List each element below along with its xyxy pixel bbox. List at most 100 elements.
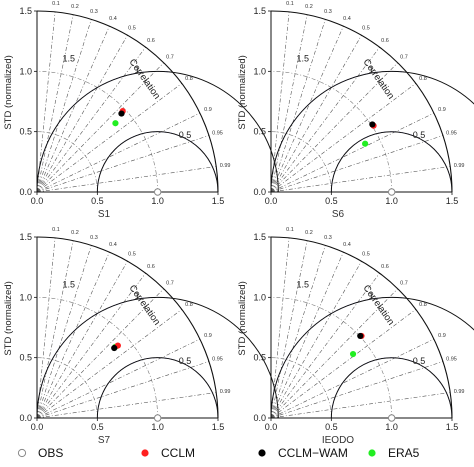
correlation-line — [270, 237, 290, 419]
correlation-tick-label: 0.6 — [381, 38, 389, 44]
correlation-line — [36, 35, 128, 193]
correlation-tick-label: 0.6 — [147, 264, 155, 270]
correlation-line — [36, 135, 210, 193]
x-tick-label: 1.0 — [385, 422, 398, 432]
arc-value-label: 0.5 — [413, 356, 426, 366]
y-tick-label: 1.0 — [253, 292, 266, 302]
correlation-line — [270, 112, 435, 193]
correlation-line — [270, 309, 416, 419]
y-tick-label: 0.0 — [253, 413, 266, 423]
data-point-era5 — [362, 140, 369, 147]
correlation-line — [270, 338, 435, 419]
correlation-line — [270, 135, 444, 193]
y-tick-label: 1.0 — [19, 66, 32, 76]
correlation-tick-label: 0.7 — [400, 280, 408, 286]
correlation-tick-label: 0.99 — [454, 163, 465, 169]
std-arc — [270, 357, 332, 419]
x-tick-label: 1.5 — [212, 196, 225, 206]
y-tick-label: 1.5 — [19, 232, 32, 242]
correlation-tick-label: 0.5 — [362, 25, 370, 31]
correlation-tick-label: 0.2 — [71, 230, 79, 236]
y-axis-label: STD (normalized) — [237, 55, 248, 129]
legend-label: OBS — [38, 446, 63, 460]
obs-reference-point — [387, 414, 396, 422]
y-tick-label: 0.0 — [19, 413, 32, 423]
correlation-tick-label: 0.5 — [128, 25, 136, 31]
x-tick-label: 0.0 — [265, 422, 278, 432]
y-axis-label: STD (normalized) — [3, 281, 14, 355]
correlation-tick-label: 0.4 — [343, 242, 351, 248]
std-arc — [270, 71, 392, 193]
arc-value-label: 1 — [135, 291, 140, 301]
correlation-line — [36, 25, 110, 193]
correlation-tick-label: 0.3 — [90, 9, 98, 15]
data-point-cclm-wam — [369, 121, 376, 128]
correlation-line — [270, 288, 398, 419]
correlation-line — [270, 19, 326, 193]
correlation-line — [270, 47, 380, 193]
x-tick-label: 1.0 — [385, 196, 398, 206]
rmsd-contour — [330, 131, 453, 193]
data-point-cclm-wam — [357, 332, 364, 340]
correlation-line — [270, 361, 444, 419]
correlation-tick-label: 0.8 — [419, 302, 427, 308]
correlation-tick-label: 0.9 — [204, 333, 212, 339]
correlation-tick-label: 0.1 — [52, 1, 60, 7]
arc-value-label: 0.5 — [179, 356, 192, 366]
rmsd-contour — [36, 71, 279, 193]
correlation-line — [36, 112, 201, 193]
correlation-tick-label: 0.1 — [286, 227, 294, 233]
correlation-tick-label: 0.3 — [90, 235, 98, 241]
rms-arc — [96, 357, 219, 419]
correlation-line — [36, 240, 74, 419]
arc-value-label: 1.5 — [296, 280, 309, 290]
x-tick-label: 0.5 — [325, 196, 338, 206]
correlation-tick-label: 0.9 — [204, 107, 212, 113]
rmsd-contour — [270, 71, 474, 193]
correlation-line — [270, 35, 362, 193]
std-arc — [36, 71, 158, 193]
correlation-line — [36, 47, 146, 193]
arc-value-label: 1.5 — [296, 54, 309, 64]
correlation-line — [36, 19, 92, 193]
arc-value-label: 1 — [369, 65, 374, 75]
legend-marker-obs — [17, 448, 27, 458]
outer-arc — [270, 10, 453, 193]
correlation-tick-label: 0.1 — [52, 227, 60, 233]
correlation-tick-label: 0.5 — [128, 251, 136, 257]
x-tick-label: 0.0 — [31, 422, 44, 432]
panel-label: IEODO — [322, 435, 354, 446]
x-tick-label: 0.0 — [31, 196, 44, 206]
correlation-tick-label: 0.7 — [166, 280, 174, 286]
y-axis-label: STD (normalized) — [237, 281, 248, 355]
y-tick-label: 1.5 — [253, 232, 266, 242]
correlation-tick-label: 0.7 — [400, 54, 408, 60]
y-axis-label: STD (normalized) — [3, 55, 14, 129]
y-tick-label: 0.5 — [253, 353, 266, 363]
correlation-line — [270, 392, 451, 419]
correlation-line — [36, 288, 164, 419]
legend-marker — [368, 449, 376, 457]
correlation-tick-label: 0.8 — [419, 76, 427, 82]
y-tick-label: 0.0 — [253, 187, 266, 197]
std-arc — [36, 297, 158, 419]
data-point-cclm-wam — [111, 344, 118, 352]
x-tick-label: 1.5 — [446, 422, 459, 432]
correlation-tick-label: 0.2 — [71, 4, 79, 10]
outer-arc — [36, 236, 219, 419]
rms-arc — [330, 131, 453, 193]
y-tick-label: 0.5 — [19, 353, 32, 363]
correlation-line — [36, 273, 146, 419]
panel-label: S6 — [332, 209, 345, 220]
correlation-tick-label: 0.8 — [185, 302, 193, 308]
correlation-line — [36, 251, 110, 419]
rmsd-contour — [270, 297, 474, 419]
correlation-line — [36, 309, 182, 419]
correlation-tick-label: 0.95 — [212, 131, 223, 137]
correlation-tick-label: 0.95 — [446, 357, 457, 363]
legend-label: CCLM−WAM — [278, 446, 348, 460]
correlation-line — [36, 62, 164, 193]
correlation-tick-label: 0.7 — [166, 54, 174, 60]
correlation-line — [36, 83, 182, 193]
